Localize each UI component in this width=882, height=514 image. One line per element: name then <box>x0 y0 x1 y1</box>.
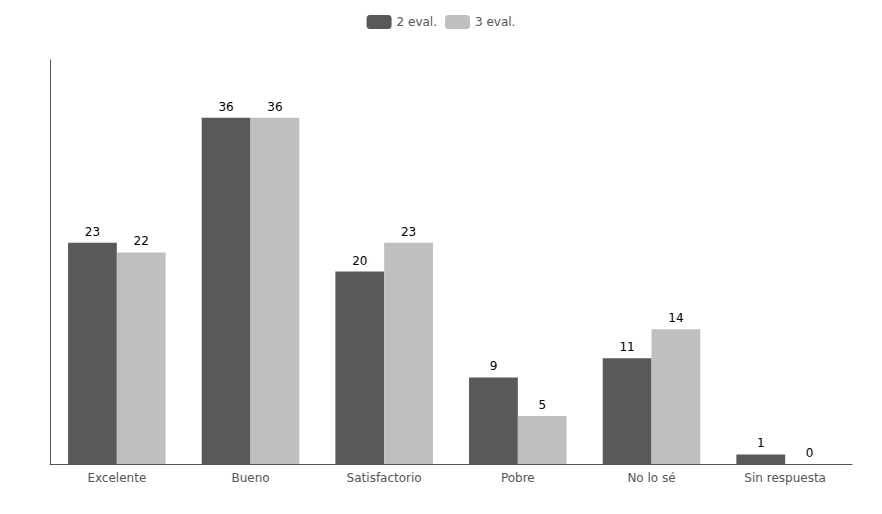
svg-text:3 eval.: 3 eval. <box>475 15 515 29</box>
svg-text:Sin respuesta: Sin respuesta <box>744 471 826 485</box>
svg-text:23: 23 <box>85 225 100 239</box>
svg-text:Bueno: Bueno <box>231 471 269 485</box>
svg-text:No lo sé: No lo sé <box>627 471 675 485</box>
svg-text:9: 9 <box>490 359 498 373</box>
svg-text:23: 23 <box>401 225 416 239</box>
svg-text:2 eval.: 2 eval. <box>397 15 437 29</box>
svg-text:0: 0 <box>806 446 814 460</box>
svg-text:5: 5 <box>538 398 546 412</box>
svg-text:14: 14 <box>668 311 683 325</box>
svg-text:Satisfactorio: Satisfactorio <box>347 471 422 485</box>
svg-text:20: 20 <box>352 254 367 268</box>
svg-text:Excelente: Excelente <box>87 471 146 485</box>
svg-text:22: 22 <box>134 234 149 248</box>
svg-text:11: 11 <box>619 340 634 354</box>
svg-text:36: 36 <box>267 100 282 114</box>
svg-text:36: 36 <box>218 100 233 114</box>
svg-text:1: 1 <box>757 436 765 450</box>
svg-text:Pobre: Pobre <box>501 471 535 485</box>
